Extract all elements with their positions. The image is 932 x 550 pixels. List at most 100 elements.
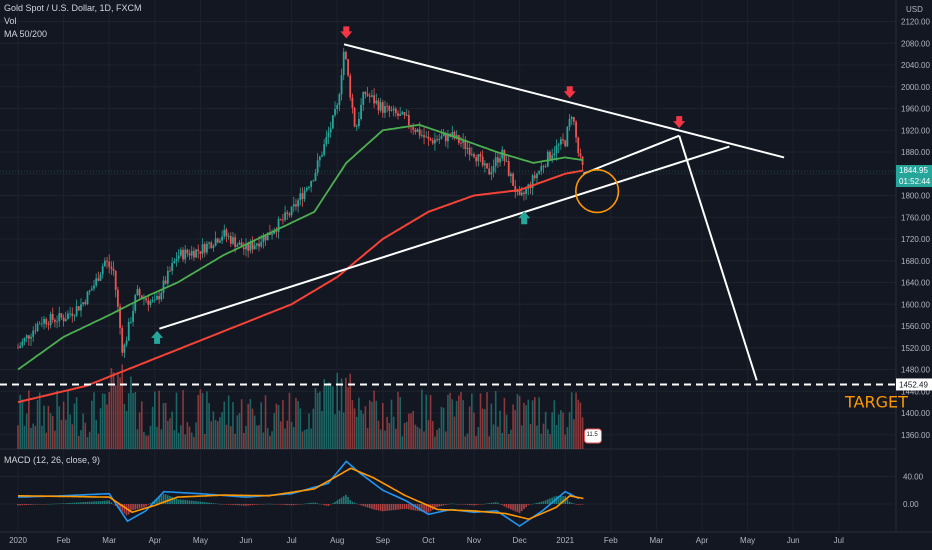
volume-bar [388,422,391,449]
candle-body [420,135,423,137]
y-tick-label: 2120.00 [901,18,930,27]
macd-histogram-bar [249,504,252,506]
candle-body [334,109,336,116]
volume-bar [149,425,152,449]
macd-histogram-bar [136,504,139,509]
macd-histogram-bar [366,504,369,508]
macd-histogram-bar [557,495,560,504]
axes: 2120.00 2080.00 2040.00 2000.00 1960.00 1920.… [9,18,930,546]
macd-histogram-bar [243,504,245,506]
candle-body [82,302,85,305]
macd-histogram-bar [395,504,397,510]
candle-body [282,219,284,221]
ma-legend[interactable]: MA 50/200 [4,29,48,39]
candle-body [240,242,243,248]
volume-bar [444,431,447,449]
candle-body [247,244,250,251]
trend-line[interactable] [678,135,758,381]
y-tick-label: 1920.00 [901,126,930,135]
candle-body [490,171,493,175]
volume-bar [160,429,163,449]
macd-histogram-bar [523,504,525,510]
candle-body [412,127,415,130]
symbol-title[interactable]: Gold Spot / U.S. Dollar, 1D, FXCM [4,3,142,13]
volume-bar [418,428,421,449]
trend-line[interactable] [159,145,730,330]
candle-body [34,330,37,332]
macd-histogram-bar [332,503,334,504]
macd-histogram-bar [188,500,191,504]
candle-body [551,155,554,159]
volume-bar [93,392,95,449]
candle-body [546,151,549,167]
macd-histogram-bar [475,504,477,506]
macd-histogram-bar [21,504,24,506]
candle-body [67,313,69,320]
macd-histogram-bar [471,504,473,506]
candle-body [199,251,202,254]
macd-histogram-bar [382,504,384,512]
highlight-circle[interactable] [575,169,620,214]
candle-body [143,298,145,300]
volume-bar [282,399,284,449]
trend-drawings[interactable]: TARGET [0,26,908,411]
volume-bar [540,433,543,449]
macd-tick-label: 40.00 [903,473,924,482]
candle-body [284,212,286,221]
volume-bar [542,423,545,449]
volume-bar [531,400,534,449]
volume-legend[interactable]: Vol [4,16,17,26]
macd-histogram-bar [38,504,41,505]
volume-bar [347,387,349,449]
volume-bar [127,393,130,449]
volume-bar [408,413,410,449]
macd-histogram-bar [379,504,382,511]
candle-body [40,323,43,325]
arrow-down-icon[interactable] [563,86,576,99]
volume-bar [275,403,278,449]
candle-body [112,268,115,271]
trend-line[interactable] [343,43,785,159]
candle-body [51,313,54,320]
y-tick-label: 1560.00 [901,322,930,331]
candle-body [197,249,200,252]
macd-histogram-bar [145,504,147,507]
volume-bar [566,427,569,449]
candle-body [338,94,341,106]
volume-bar [97,433,100,449]
volume-bar [203,433,206,449]
volume-bar [193,436,195,449]
macd-histogram-bar [95,501,97,504]
x-tick-label: Dec [512,536,526,545]
macd-legend[interactable]: MACD (12, 26, close, 9) [4,455,101,465]
volume-bar [45,432,48,449]
candle-body [523,192,525,194]
macd-histogram-bar [86,501,89,504]
arrow-up-icon[interactable] [518,211,531,225]
volume-bar [162,403,165,449]
candle-body [557,144,560,146]
arrow-up-icon[interactable] [151,330,164,344]
arrow-down-icon[interactable] [673,116,686,129]
candle-body [414,129,417,132]
y-tick-label: 1800.00 [901,192,930,201]
candle-body [249,242,252,251]
trend-line[interactable] [583,134,680,175]
volume-bars [17,364,584,449]
candle-body [64,319,67,322]
volume-bar [377,420,380,449]
candle-body [479,154,482,157]
arrow-down-icon[interactable] [340,26,353,39]
volume-bar [414,424,417,449]
volume-bar [481,408,484,449]
y-tick-label: 1720.00 [901,235,930,244]
candle-body [288,213,291,216]
candle-body [225,229,228,237]
volume-bar [69,414,71,449]
candle-body [483,163,486,166]
volume-bar [234,433,236,449]
candle-body [544,166,547,168]
volume-bar [38,392,41,449]
x-tick-label: Apr [696,536,709,545]
